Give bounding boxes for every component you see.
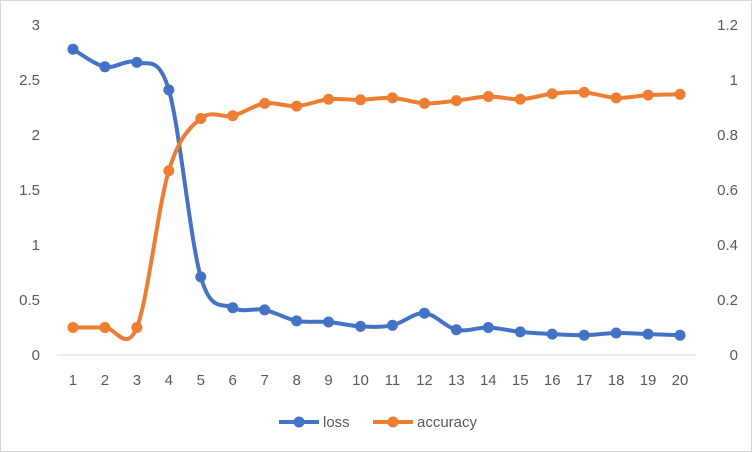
x-tick-label: 3 [133, 372, 141, 389]
data-point-accuracy [259, 97, 271, 109]
data-point-accuracy [482, 91, 494, 102]
x-tick-label: 9 [324, 372, 332, 389]
data-point-accuracy [67, 322, 79, 333]
data-point-loss [355, 320, 367, 332]
data-point-loss [386, 319, 398, 331]
data-point-loss [195, 271, 207, 283]
data-point-accuracy [195, 113, 207, 124]
data-point-accuracy [227, 110, 239, 122]
data-point-loss [99, 61, 111, 73]
data-point-accuracy [450, 95, 462, 107]
data-point-loss [546, 328, 558, 340]
x-tick-label: 13 [448, 372, 465, 389]
y-right-tick-label: 1.2 [717, 17, 738, 34]
legend-marker [387, 416, 399, 428]
data-point-loss [610, 327, 622, 339]
legend: loss accuracy [279, 414, 478, 431]
y-right-tick-label: 0.8 [717, 127, 738, 144]
data-point-loss [450, 324, 462, 336]
y-left-tick-label: 2 [32, 127, 40, 144]
data-point-accuracy [163, 165, 175, 177]
x-tick-label: 5 [197, 372, 205, 389]
legend-entry-loss: loss [279, 414, 350, 431]
y-left-tick-label: 1.5 [19, 182, 40, 199]
data-point-loss [514, 326, 526, 338]
data-point-accuracy [323, 93, 335, 105]
x-tick-label: 6 [229, 372, 237, 389]
data-point-accuracy [674, 88, 686, 100]
data-point-accuracy [642, 89, 654, 101]
data-point-loss [674, 329, 686, 341]
x-tick-label: 12 [416, 372, 433, 389]
x-tick-label: 19 [640, 372, 657, 389]
legend-entry-accuracy: accuracy [373, 414, 478, 431]
x-tick-label: 10 [352, 372, 369, 389]
y-left-tick-label: 0.5 [19, 292, 40, 309]
x-tick-label: 20 [672, 372, 689, 389]
legend-marker [293, 416, 305, 428]
x-tick-label: 7 [261, 372, 269, 389]
data-point-loss [482, 322, 494, 333]
x-tick-label: 4 [165, 372, 173, 389]
data-point-accuracy [418, 97, 430, 109]
x-tick-label: 2 [101, 372, 109, 389]
data-point-loss [578, 329, 590, 341]
data-point-accuracy [291, 100, 303, 112]
data-point-loss [259, 304, 271, 316]
y-left-tick-label: 1 [32, 237, 40, 254]
data-point-accuracy [578, 86, 590, 98]
data-point-accuracy [610, 92, 622, 104]
data-point-loss [67, 43, 79, 55]
data-point-accuracy [99, 322, 111, 333]
y-right-tick-label: 0.6 [717, 182, 738, 199]
x-tick-label: 15 [512, 372, 529, 389]
data-point-accuracy [386, 92, 398, 104]
y-right-tick-label: 0.4 [717, 237, 738, 254]
y-left-tick-label: 2.5 [19, 72, 40, 89]
series-accuracy [67, 86, 686, 342]
y-left-tick-label: 0 [32, 347, 40, 364]
data-point-loss [291, 315, 303, 327]
x-tick-label: 1 [69, 372, 77, 389]
x-tick-label: 18 [608, 372, 625, 389]
data-point-loss [418, 307, 430, 319]
y-right-tick-label: 1 [730, 72, 738, 89]
y-right-tick-label: 0 [730, 347, 738, 364]
data-point-accuracy [546, 88, 558, 100]
data-point-loss [642, 328, 654, 340]
series-line-accuracy [70, 90, 683, 342]
x-tick-label: 16 [544, 372, 561, 389]
data-point-loss [131, 56, 143, 68]
x-tick-label: 14 [480, 372, 497, 389]
data-point-loss [227, 302, 239, 314]
legend-label: accuracy [417, 414, 478, 431]
data-point-accuracy [355, 94, 367, 106]
data-point-accuracy [131, 322, 143, 333]
y-right-tick-label: 0.2 [717, 292, 738, 309]
x-tick-label: 8 [292, 372, 300, 389]
data-point-accuracy [514, 93, 526, 105]
axes: 1 2 3 4 5 6 7 8 9 10 11 12 13 14 15 16 17 18 19 2000.511.52… [19, 17, 738, 389]
series-layer [67, 43, 686, 342]
legend-label: loss [323, 414, 350, 431]
series-loss [67, 43, 686, 341]
y-left-tick-label: 3 [32, 17, 40, 34]
data-point-loss [163, 84, 175, 96]
x-tick-label: 17 [576, 372, 593, 389]
x-tick-label: 11 [385, 372, 401, 389]
data-point-loss [323, 316, 335, 328]
